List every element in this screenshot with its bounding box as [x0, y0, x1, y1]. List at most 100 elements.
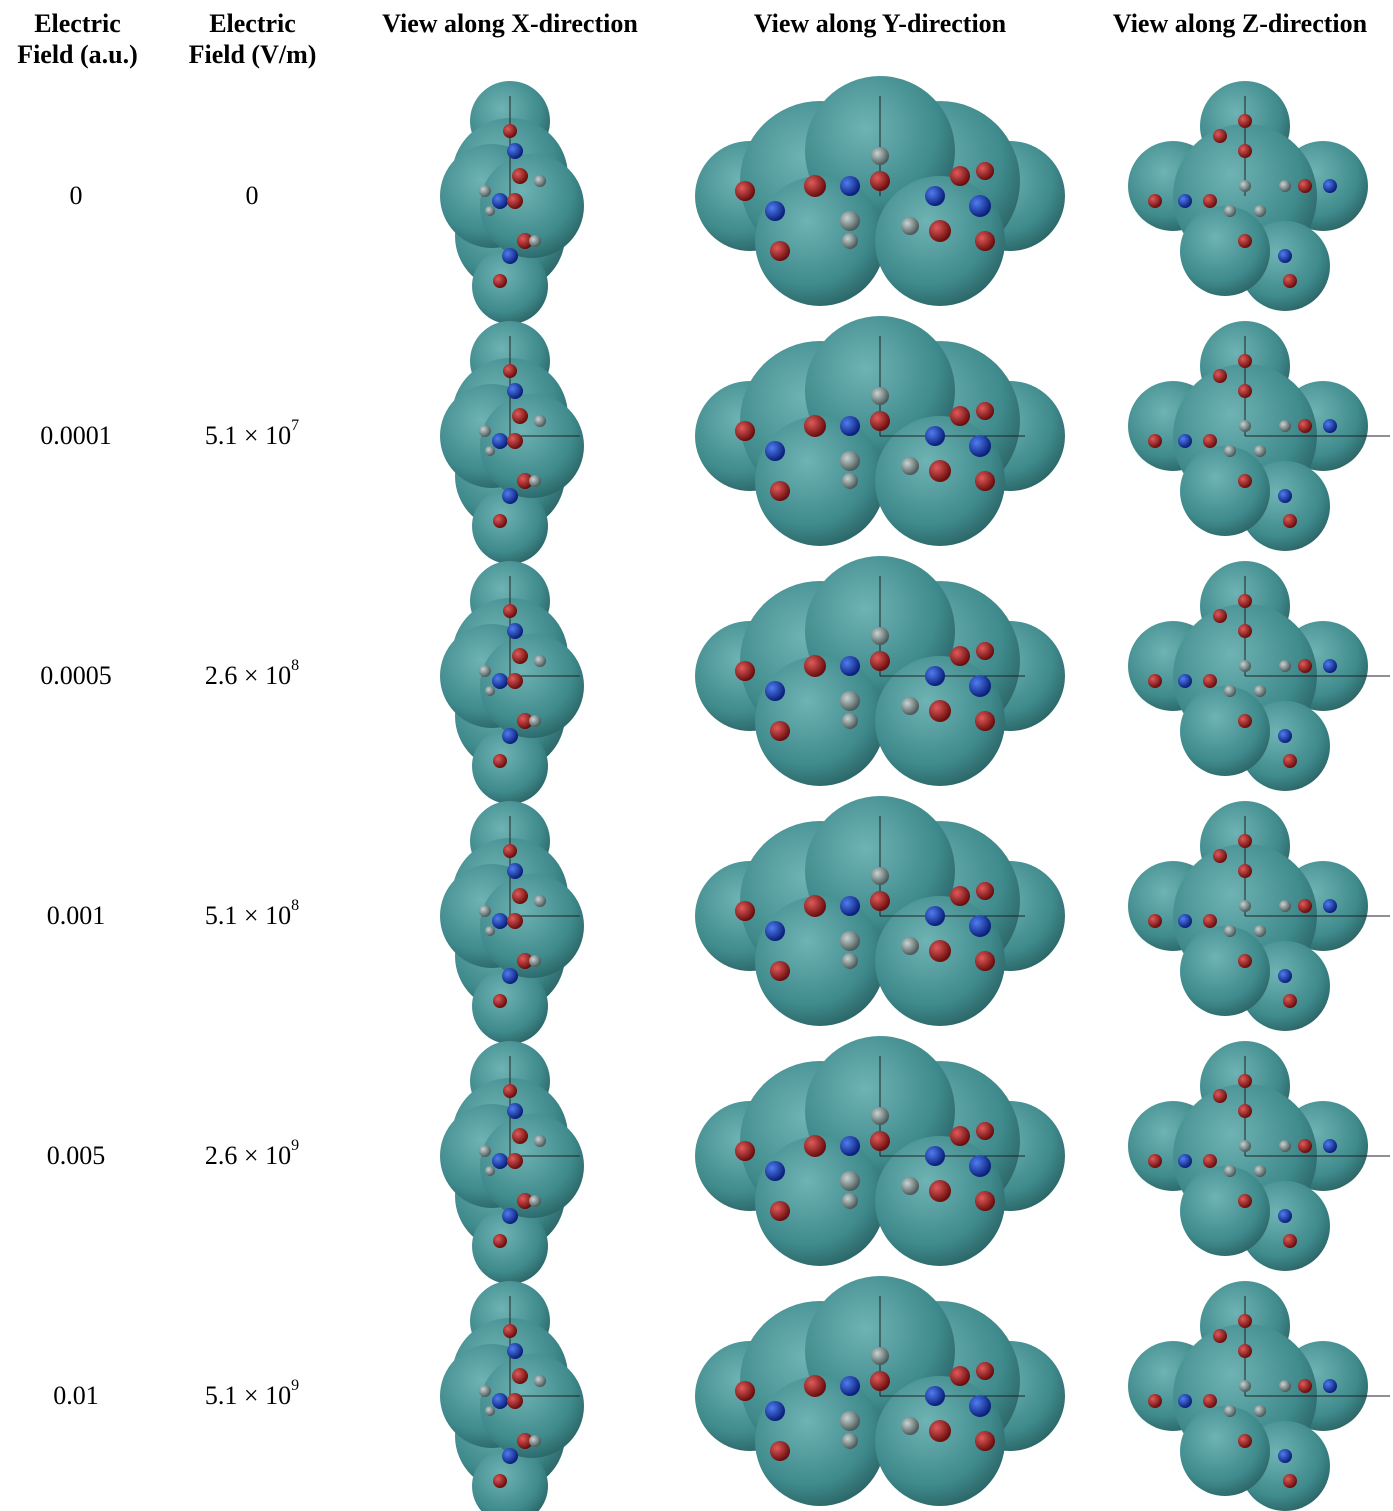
- atom: [1238, 954, 1252, 968]
- atom: [479, 425, 491, 437]
- exponent: 7: [291, 417, 299, 434]
- atom: [534, 655, 546, 667]
- atom: [1283, 1474, 1297, 1488]
- atom: [969, 1395, 991, 1417]
- atom: [485, 446, 495, 456]
- atom: [1178, 1154, 1192, 1168]
- atom: [1239, 1140, 1251, 1152]
- atom: [950, 166, 970, 186]
- atom: [1148, 914, 1162, 928]
- atom: [485, 926, 495, 936]
- atom: [502, 1448, 518, 1464]
- atom: [493, 1474, 507, 1488]
- atom: [840, 211, 860, 231]
- atom: [1203, 194, 1217, 208]
- atom: [871, 387, 889, 405]
- atom: [493, 274, 507, 288]
- atom: [1148, 1154, 1162, 1168]
- atom: [840, 1376, 860, 1396]
- atom: [1239, 1380, 1251, 1392]
- atom: [479, 1145, 491, 1157]
- atom: [804, 895, 826, 917]
- atom: [479, 1385, 491, 1397]
- atom: [1298, 1139, 1312, 1153]
- atom: [1224, 1405, 1236, 1417]
- atom: [929, 220, 951, 242]
- atom: [840, 1171, 860, 1191]
- atom: [770, 721, 790, 741]
- atom: [842, 233, 858, 249]
- atom: [503, 1084, 517, 1098]
- atom: [804, 415, 826, 437]
- atom: [507, 143, 523, 159]
- atom: [1254, 685, 1266, 697]
- atom: [735, 1141, 755, 1161]
- atom: [1283, 514, 1297, 528]
- atom: [870, 891, 890, 911]
- page: Electric Field (a.u.) Electric Field (V/…: [0, 0, 1393, 1511]
- atom: [1254, 205, 1266, 217]
- atom: [492, 673, 508, 689]
- atom: [1224, 1165, 1236, 1177]
- atom: [840, 176, 860, 196]
- atom: [901, 457, 919, 475]
- surface: [1180, 686, 1270, 776]
- atom: [1148, 1394, 1162, 1408]
- atom: [840, 896, 860, 916]
- field-vm: 0: [246, 181, 259, 211]
- header-cell: View along Z-direction: [1085, 8, 1393, 39]
- atom: [1148, 674, 1162, 688]
- exponent: 9: [291, 1137, 299, 1154]
- field-vm: 5.1 × 109: [205, 1381, 299, 1411]
- atom: [840, 931, 860, 951]
- atom: [1278, 249, 1292, 263]
- atom: [1239, 420, 1251, 432]
- atom: [950, 406, 970, 426]
- atom: [1238, 594, 1252, 608]
- atom: [840, 1136, 860, 1156]
- field-au: 0.01: [53, 1381, 99, 1411]
- atom: [534, 895, 546, 907]
- atom: [479, 185, 491, 197]
- atom: [735, 1381, 755, 1401]
- atom: [1239, 180, 1251, 192]
- atom: [1178, 194, 1192, 208]
- atom: [929, 1180, 951, 1202]
- atom: [1238, 1314, 1252, 1328]
- atom: [925, 426, 945, 446]
- atom: [529, 475, 541, 487]
- atom: [1213, 369, 1227, 383]
- atom: [1148, 194, 1162, 208]
- atom: [1224, 925, 1236, 937]
- atom: [840, 656, 860, 676]
- atom: [1238, 144, 1252, 158]
- atom: [485, 1166, 495, 1176]
- atom: [1254, 925, 1266, 937]
- header-cell: View along Y-direction: [710, 8, 1050, 39]
- atom: [529, 715, 541, 727]
- atom: [1323, 659, 1337, 673]
- atom: [1178, 674, 1192, 688]
- atom: [503, 1324, 517, 1338]
- atom: [479, 665, 491, 677]
- atom: [1283, 754, 1297, 768]
- atom: [502, 1208, 518, 1224]
- atom: [1283, 274, 1297, 288]
- atom: [512, 1128, 528, 1144]
- atom: [1203, 434, 1217, 448]
- atom: [976, 1122, 994, 1140]
- atom: [1298, 419, 1312, 433]
- atom: [870, 1131, 890, 1151]
- atom: [502, 248, 518, 264]
- field-au: 0.005: [47, 1141, 106, 1171]
- surface: [1180, 926, 1270, 1016]
- atom: [507, 863, 523, 879]
- atom: [840, 1411, 860, 1431]
- atom: [901, 697, 919, 715]
- atom: [1298, 1379, 1312, 1393]
- atom: [1238, 1194, 1252, 1208]
- atom: [1224, 205, 1236, 217]
- atom: [1238, 834, 1252, 848]
- atom: [765, 681, 785, 701]
- atom: [770, 1441, 790, 1461]
